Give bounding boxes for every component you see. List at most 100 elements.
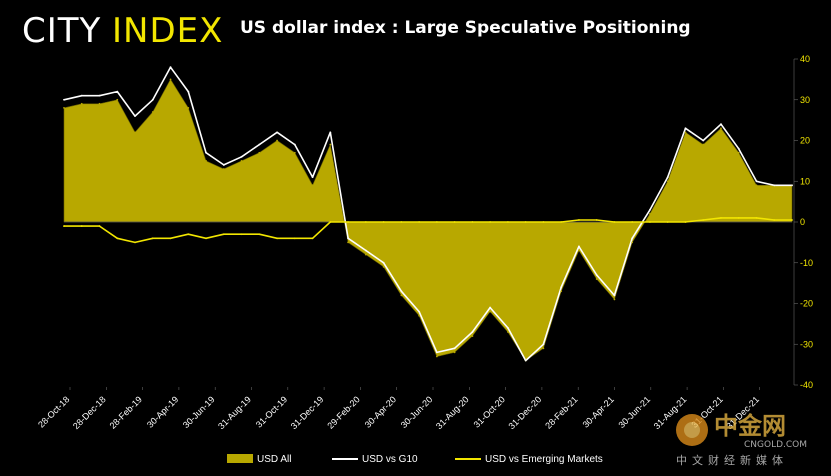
y-tick-label: 0 (800, 217, 805, 227)
data-point-usd-vs-g10 (453, 347, 456, 350)
data-point-usd-vs-g10 (418, 310, 421, 313)
x-tick-label: 30-Jun-19 (181, 394, 217, 430)
x-tick-label: 31-Dec-20 (507, 394, 544, 431)
data-point-usd-all (613, 298, 616, 301)
data-point-usd-vs-g10 (240, 155, 243, 158)
data-point-usd-vs-em (134, 241, 136, 244)
data-point-usd-vs-g10 (98, 94, 101, 97)
y-tick-label: 40 (800, 54, 810, 64)
data-point-usd-vs-em (293, 237, 296, 240)
data-point-usd-vs-em (329, 221, 332, 223)
y-tick-label: 10 (800, 176, 810, 186)
data-point-usd-vs-em (666, 221, 669, 223)
data-point-usd-vs-g10 (311, 176, 314, 179)
legend-item-usd-vs-g10: USD vs G10 (332, 454, 418, 465)
data-point-usd-vs-em (507, 221, 509, 223)
data-point-usd-all (276, 139, 278, 142)
x-tick-label: 29-Feb-20 (325, 394, 361, 430)
data-point-usd-all (116, 98, 119, 101)
data-point-usd-all (400, 294, 403, 297)
y-tick-label: 20 (800, 136, 810, 146)
data-point-usd-all (311, 184, 314, 187)
x-tick-label: 30-Jun-20 (399, 394, 435, 430)
data-point-usd-vs-em (649, 221, 651, 223)
data-point-usd-vs-g10 (649, 208, 651, 211)
x-tick-label: 31-Oct-20 (472, 394, 507, 429)
legend-swatch (227, 454, 253, 463)
data-point-usd-vs-em (116, 237, 119, 240)
data-point-usd-vs-em (240, 233, 243, 236)
data-point-usd-vs-em (418, 221, 421, 223)
data-point-usd-all (489, 310, 492, 313)
data-point-usd-vs-em (151, 237, 154, 240)
data-point-usd-all (542, 347, 545, 350)
series-area-usd-all (63, 78, 793, 362)
watermark: 中金网 CNGOLD.COM 中文财经新媒体 (676, 412, 807, 467)
x-tick-label: 30-Apr-20 (363, 394, 398, 429)
data-point-usd-vs-g10 (631, 237, 634, 240)
y-tick-label: -40 (800, 380, 813, 390)
data-point-usd-vs-em (471, 221, 474, 223)
data-point-usd-vs-g10 (205, 151, 207, 154)
data-point-usd-vs-g10 (63, 98, 65, 101)
data-point-usd-vs-g10 (276, 131, 278, 134)
legend: USD All USD vs G10 USD vs Emerging Markets (227, 454, 603, 465)
data-point-usd-vs-em (382, 221, 385, 223)
y-axis: -40 -30 -20 -10 0 10 20 30 40 (793, 54, 813, 390)
data-point-usd-vs-em (169, 237, 172, 240)
data-point-usd-all (169, 78, 172, 81)
x-tick-label: 31-Oct-19 (254, 394, 289, 429)
data-point-usd-vs-g10 (595, 274, 598, 276)
x-tick-label: 28-Feb-21 (543, 394, 579, 430)
brand-text-city: CITY (22, 11, 101, 51)
x-tick-label: 30-Apr-21 (581, 394, 616, 429)
x-tick-label: 28-Dec-18 (71, 394, 108, 431)
data-point-usd-vs-g10 (791, 184, 793, 187)
data-point-usd-vs-g10 (702, 139, 705, 142)
data-point-usd-vs-em (773, 219, 776, 221)
data-point-usd-vs-g10 (613, 294, 616, 297)
data-point-usd-vs-em (453, 221, 456, 223)
data-point-usd-vs-g10 (666, 176, 669, 179)
y-tick-label: -20 (800, 299, 813, 309)
data-point-usd-vs-em (489, 221, 492, 223)
data-point-usd-all (471, 335, 474, 337)
x-tick-label: 28-Oct-18 (36, 394, 71, 429)
data-point-usd-all (63, 107, 65, 109)
data-point-usd-vs-g10 (773, 184, 776, 187)
data-point-usd-all (737, 151, 740, 154)
data-point-usd-all (435, 355, 438, 358)
data-point-usd-vs-em (435, 221, 438, 223)
brand-text-index: INDEX (112, 11, 223, 51)
data-point-usd-vs-em (737, 217, 740, 219)
data-point-usd-vs-g10 (347, 237, 349, 240)
data-point-usd-all (595, 278, 598, 280)
x-tick-label: 31-Dec-19 (289, 394, 326, 431)
data-point-usd-vs-em (98, 225, 101, 227)
data-point-usd-vs-em (258, 233, 261, 236)
legend-label: USD All (257, 454, 291, 465)
watermark-main: 中金网 (714, 412, 786, 440)
data-point-usd-all (187, 107, 190, 109)
data-point-usd-vs-em (205, 237, 207, 240)
data-point-usd-vs-g10 (578, 245, 580, 248)
data-point-usd-all (347, 241, 349, 244)
data-point-usd-all (560, 290, 563, 293)
data-point-usd-all (418, 314, 421, 317)
data-point-usd-all (702, 143, 705, 146)
data-point-usd-all (631, 241, 634, 244)
data-point-usd-vs-g10 (435, 351, 438, 354)
series-line-usd-vs-g10 (63, 66, 792, 362)
data-point-usd-vs-g10 (524, 359, 527, 362)
data-point-usd-vs-em (542, 221, 545, 223)
data-point-usd-vs-g10 (471, 331, 474, 333)
data-point-usd-all (364, 253, 367, 256)
plot-area (63, 66, 793, 362)
data-point-usd-vs-g10 (737, 147, 740, 150)
brand-logo: CITY INDEX (22, 11, 223, 51)
data-point-usd-vs-g10 (684, 127, 687, 130)
data-point-usd-vs-em (400, 221, 403, 223)
data-point-usd-vs-g10 (400, 290, 403, 293)
data-point-usd-all (258, 151, 261, 154)
